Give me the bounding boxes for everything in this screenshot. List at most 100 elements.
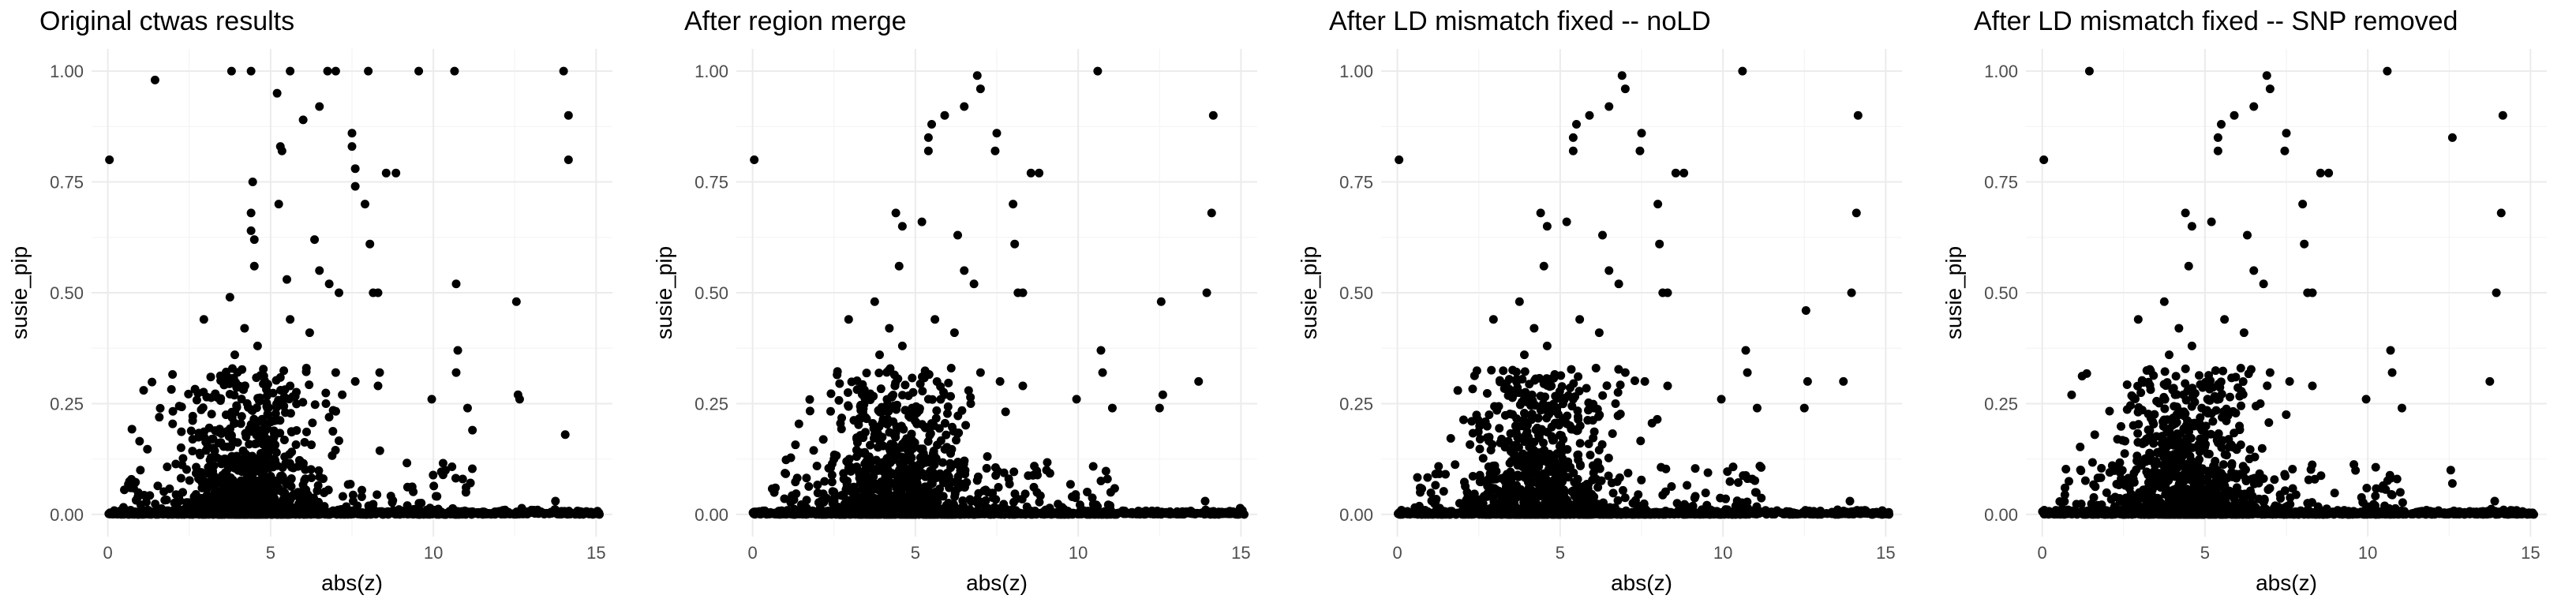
data-point xyxy=(882,368,891,376)
x-tick-label: 15 xyxy=(586,543,605,563)
data-point xyxy=(889,470,897,478)
data-point xyxy=(1221,509,1230,518)
data-point xyxy=(250,262,259,271)
data-point xyxy=(851,506,859,515)
data-point xyxy=(928,479,937,488)
data-point xyxy=(153,481,162,490)
data-point xyxy=(195,474,204,483)
data-point xyxy=(282,480,290,488)
data-point xyxy=(388,498,396,507)
data-point xyxy=(1614,388,1623,397)
data-point xyxy=(781,470,790,478)
data-point xyxy=(208,410,216,418)
data-point xyxy=(903,481,912,490)
y-tick-label: 1.00 xyxy=(695,62,728,81)
data-point xyxy=(907,429,915,438)
data-point xyxy=(904,510,913,518)
data-point xyxy=(947,364,956,372)
data-point xyxy=(344,480,353,488)
data-point xyxy=(924,133,933,142)
data-point xyxy=(292,426,301,435)
data-point xyxy=(341,509,350,518)
data-point xyxy=(776,510,784,518)
data-point xyxy=(1094,510,1103,518)
data-point xyxy=(439,458,447,467)
data-point xyxy=(976,369,985,377)
data-point xyxy=(829,487,837,496)
data-point xyxy=(226,390,234,399)
dense-point-cloud xyxy=(104,364,603,518)
data-point xyxy=(429,471,437,480)
data-point xyxy=(331,369,340,377)
data-point xyxy=(860,448,869,457)
data-point xyxy=(163,462,171,471)
data-point xyxy=(193,396,201,405)
data-point xyxy=(178,454,187,462)
data-point xyxy=(889,429,897,438)
data-point xyxy=(1032,488,1041,496)
data-point xyxy=(1604,454,1613,462)
data-point xyxy=(844,388,852,397)
data-point xyxy=(447,462,456,471)
data-point xyxy=(329,507,338,515)
data-point xyxy=(321,388,330,397)
data-point xyxy=(211,447,219,455)
data-point xyxy=(1043,458,1051,467)
data-point xyxy=(500,506,509,515)
y-tick-label: 0.75 xyxy=(50,173,84,193)
data-point xyxy=(223,427,231,436)
data-point xyxy=(287,447,296,456)
data-point xyxy=(279,473,287,481)
data-point xyxy=(874,432,882,440)
data-point xyxy=(286,67,294,76)
data-point xyxy=(271,440,279,449)
data-point xyxy=(210,462,219,470)
data-point xyxy=(240,324,249,332)
data-point xyxy=(152,510,160,518)
data-point xyxy=(819,489,828,498)
x-tick-label: 15 xyxy=(1876,543,1895,563)
data-point xyxy=(263,391,271,400)
data-point xyxy=(1010,489,1019,498)
data-point xyxy=(898,222,907,230)
x-axis-title: abs(z) xyxy=(966,571,1028,595)
data-point xyxy=(771,484,780,492)
data-point xyxy=(167,510,175,518)
y-tick-label: 0.00 xyxy=(1339,505,1373,525)
data-point xyxy=(382,169,391,178)
y-tick-label: 0.00 xyxy=(695,505,728,525)
data-point xyxy=(1155,404,1164,413)
data-point xyxy=(840,510,848,518)
panel-title: Original ctwas results xyxy=(39,6,294,36)
data-point xyxy=(912,508,921,517)
data-point xyxy=(1466,440,1474,449)
data-point xyxy=(305,380,313,389)
data-point xyxy=(325,279,334,288)
y-axis-title: susie_pip xyxy=(652,246,676,339)
data-point xyxy=(856,386,865,395)
data-point xyxy=(369,500,377,508)
data-point xyxy=(918,218,927,226)
data-point xyxy=(247,67,256,76)
data-point xyxy=(373,490,381,499)
data-point xyxy=(257,468,266,477)
data-point xyxy=(994,483,1003,492)
data-point xyxy=(886,492,894,500)
data-point xyxy=(1451,460,1459,469)
data-point xyxy=(409,488,417,496)
data-point xyxy=(331,407,340,416)
data-point xyxy=(866,441,874,450)
data-point xyxy=(943,410,952,418)
data-point xyxy=(463,404,472,413)
data-point xyxy=(560,67,568,76)
data-point xyxy=(1021,510,1030,518)
data-point xyxy=(365,240,374,249)
data-point xyxy=(945,459,954,468)
data-point xyxy=(258,477,267,485)
data-point xyxy=(1030,462,1039,470)
data-point xyxy=(361,200,369,208)
data-point xyxy=(241,381,249,390)
x-axis-title: abs(z) xyxy=(321,571,383,595)
